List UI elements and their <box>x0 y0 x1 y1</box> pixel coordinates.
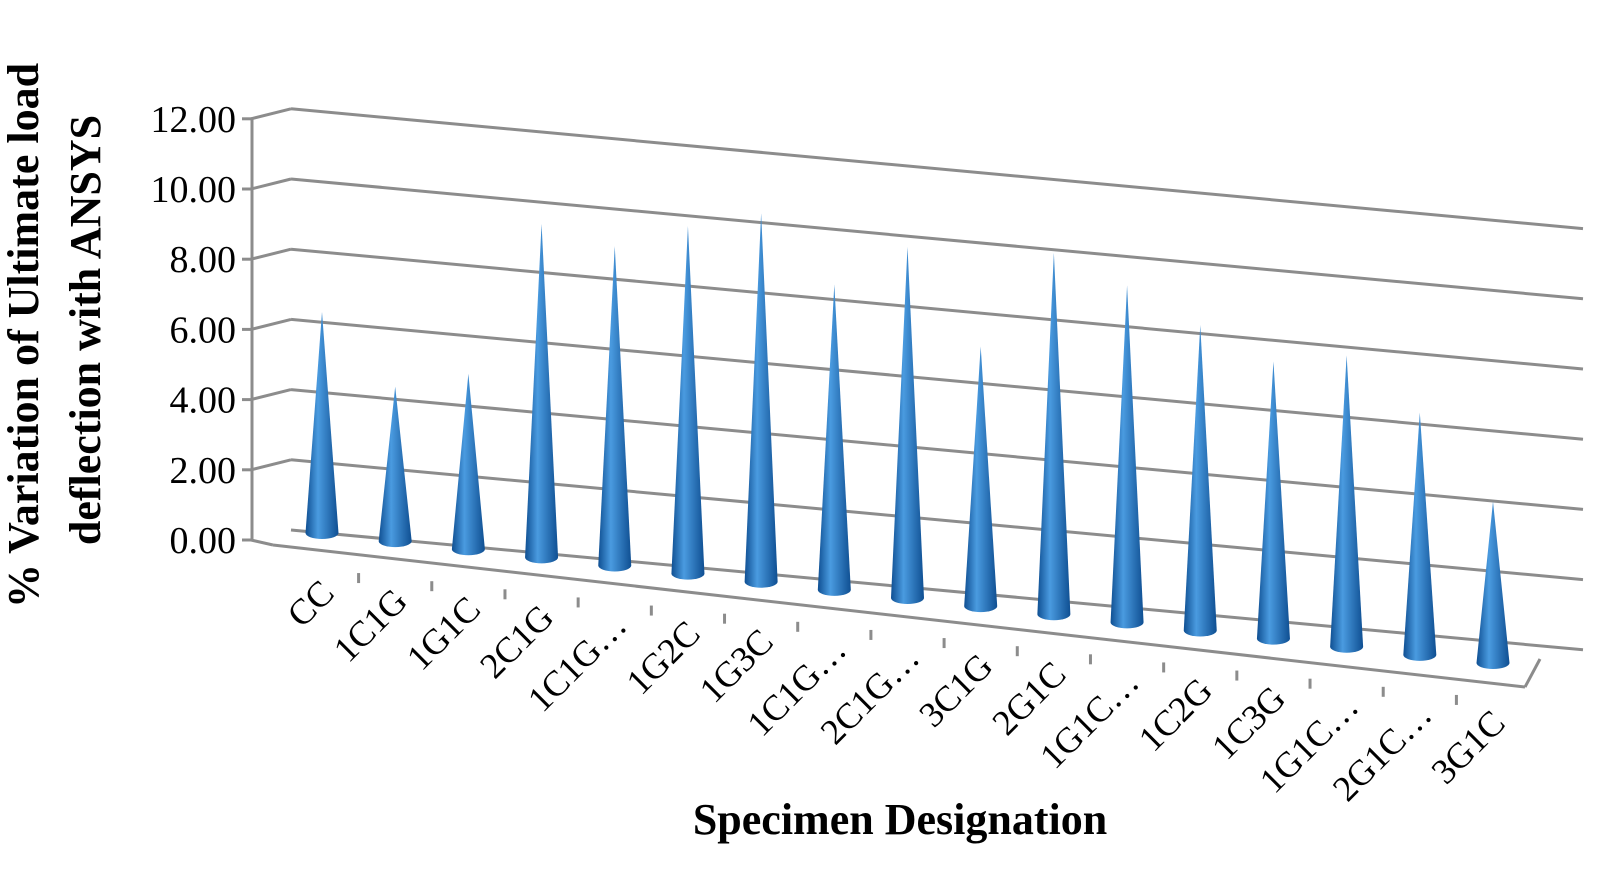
cone-bar <box>1183 325 1217 637</box>
x-tick-label: 1C2G <box>1131 670 1220 759</box>
y-tick-label: 8.00 <box>170 239 237 281</box>
y-tick-label: 2.00 <box>170 450 237 492</box>
x-tick-label: CC <box>279 572 341 634</box>
floor-edge-left <box>250 538 274 547</box>
y-axis-ticks: 0.00 2.00 4.00 6.00 8.00 10.00 12.00 <box>151 99 252 562</box>
cone-bar <box>1403 412 1437 661</box>
gridline <box>290 247 1584 371</box>
y-tick-label: 0.00 <box>170 520 237 562</box>
cone-bar <box>598 246 632 572</box>
floor-edge-right <box>1523 658 1542 688</box>
y-tick-label: 6.00 <box>170 309 237 351</box>
y-tick-label: 4.00 <box>170 380 237 422</box>
cone-bar <box>1256 361 1290 645</box>
gridline <box>290 458 1584 582</box>
gridline-side <box>250 177 292 191</box>
x-axis-title: Specimen Designation <box>693 795 1107 844</box>
cone-bar <box>525 223 559 564</box>
gridline <box>290 107 1584 231</box>
x-tick-label: 1C1G <box>326 580 415 669</box>
gridline <box>290 177 1584 301</box>
x-tick-label: 1G2C <box>618 613 707 702</box>
cone-bar <box>378 386 412 548</box>
x-tick-label: 3C1G <box>911 645 1000 734</box>
cones <box>305 213 1510 669</box>
gridline-side <box>250 247 292 261</box>
y-axis-title-line-2: deflection with ANSYS <box>61 115 110 545</box>
cone-bar <box>1037 252 1071 621</box>
cone-bar <box>744 213 778 588</box>
x-tick-label: 3G1C <box>1424 702 1513 791</box>
y-tick-label: 12.00 <box>151 99 237 141</box>
gridline <box>290 388 1584 511</box>
x-axis-ticks: CC1C1G1G1C2C1G1C1G…1G2C1G3C1C1G…2C1G…3C1… <box>279 572 1512 808</box>
x-tick-label: 1G1C <box>399 589 488 678</box>
y-tick-label: 10.00 <box>151 169 237 211</box>
floor-edge-front <box>272 543 1526 689</box>
cone-bar <box>671 226 705 580</box>
gridlines <box>250 107 1584 652</box>
gridline <box>290 317 1584 441</box>
gridline-side <box>250 107 292 121</box>
gridline <box>290 528 1584 652</box>
cone-bar <box>451 373 485 556</box>
cone-bar <box>1476 501 1510 669</box>
cone-bar <box>891 247 924 604</box>
cone-bar <box>305 311 339 539</box>
cone-bar <box>1330 355 1364 653</box>
gridline-side <box>250 388 292 402</box>
cone-bar <box>964 346 998 613</box>
gridline-side <box>250 317 292 331</box>
cone-bar <box>1110 285 1144 629</box>
y-axis-title-line-1: % Variation of Ultimate load <box>0 63 48 608</box>
cone-bar <box>817 284 851 596</box>
gridline-side <box>250 458 292 472</box>
y-axis-title: % Variation of Ultimate load deflection … <box>0 52 110 608</box>
